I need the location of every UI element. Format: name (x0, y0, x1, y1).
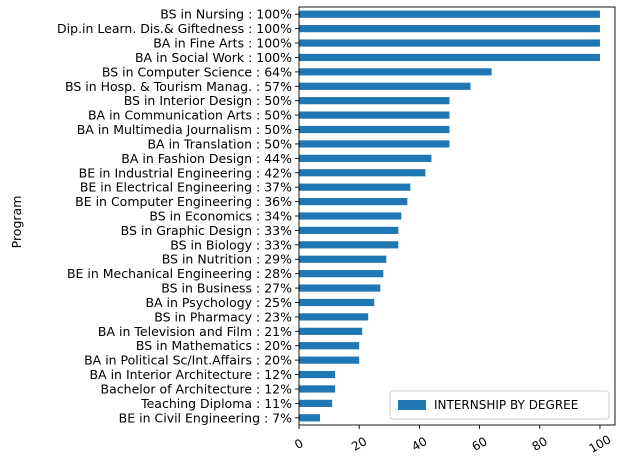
x-axis: 0 20 40 60 80 100 (292, 425, 613, 456)
bar (299, 342, 360, 350)
y-tick-label: BS in Computer Science : 64% (102, 64, 292, 79)
bar (299, 154, 432, 162)
bar (299, 97, 450, 105)
y-tick-label: BA in Political Sc/Int.Affairs : 20% (84, 353, 292, 368)
y-tick-label: BE in Civil Engineering : 7% (119, 410, 292, 425)
x-tick-label: 0 (292, 436, 306, 452)
bar (299, 226, 399, 235)
legend-box (389, 390, 610, 420)
y-tick-label: BA in Translation : 50% (147, 136, 292, 151)
y-tick-label: BA in Interior Architecture : 12% (89, 367, 292, 382)
y-tick-label: BS in Graphic Design : 33% (121, 223, 293, 238)
bar (299, 111, 450, 119)
bar (299, 270, 384, 278)
legend-swatch (398, 400, 426, 410)
bar (299, 25, 600, 33)
bar (299, 140, 450, 148)
bar (299, 385, 336, 393)
bar (299, 241, 399, 249)
y-tick-label: Dip.in Learn. Dis.& Giftedness : 100% (57, 21, 292, 36)
y-tick-label: BA in Social Work : 100% (135, 50, 292, 65)
x-tick-label: 100 (587, 432, 614, 456)
y-tick-label: BS in Hosp. & Tourism Manag. : 57% (65, 79, 292, 94)
y-tick-label: BS in Nutrition : 29% (162, 252, 292, 267)
legend: INTERNSHIP BY DEGREE (389, 390, 610, 420)
bar (299, 414, 321, 422)
bar (299, 255, 387, 263)
y-tick-label: BS in Pharmacy : 23% (154, 309, 292, 324)
bar (299, 399, 333, 407)
bar (299, 356, 360, 364)
bar (299, 370, 336, 379)
bar (299, 53, 600, 62)
bar (299, 298, 375, 307)
x-tick-label: 60 (469, 434, 489, 454)
bar (299, 313, 369, 321)
y-tick-label: BE in Electrical Engineering : 37% (80, 180, 292, 195)
bar (299, 197, 408, 206)
bar (299, 10, 600, 18)
y-tick-label: BS in Nursing : 100% (160, 7, 292, 22)
y-tick-label: BA in Fashion Design : 44% (121, 151, 292, 166)
y-tick-label: BE in Computer Engineering : 36% (75, 194, 292, 209)
y-tick-label: Bachelor of Architecture : 12% (101, 381, 293, 396)
bar (299, 82, 471, 90)
x-tick-label: 80 (530, 434, 550, 454)
y-tick-label: BS in Biology : 33% (170, 237, 292, 252)
bar (299, 183, 411, 191)
y-tick-label: BS in Business : 27% (161, 281, 292, 296)
legend-label: INTERNSHIP BY DEGREE (434, 398, 578, 412)
y-tick-label: BA in Fine Arts : 100% (153, 36, 292, 51)
y-tick-label: Teaching Diploma : 11% (140, 396, 292, 411)
bar (299, 212, 402, 220)
y-tick-label: BA in Television and Film : 21% (98, 324, 292, 339)
y-tick-label: BS in Interior Design : 50% (124, 93, 292, 108)
x-tick-label: 20 (349, 434, 369, 454)
bar (299, 169, 426, 177)
y-tick-label: BA in Communication Arts : 50% (88, 108, 292, 123)
bar (299, 39, 600, 47)
bars-layer (299, 10, 600, 422)
y-axis: BS in Nursing : 100%Dip.in Learn. Dis.& … (57, 7, 299, 425)
bar (299, 284, 381, 292)
y-tick-label: BA in Psychology : 25% (145, 295, 292, 310)
y-tick-label: BS in Economics : 34% (149, 209, 292, 224)
y-axis-label: Program (9, 196, 24, 249)
bar (299, 327, 363, 335)
y-tick-label: BA in Multimedia Journalism : 50% (77, 122, 292, 137)
bar (299, 68, 492, 76)
bar (299, 125, 450, 134)
y-tick-label: BS in Mathematics : 20% (136, 338, 292, 353)
y-tick-label: BE in Mechanical Engineering : 28% (67, 266, 292, 281)
y-tick-label: BE in Industrial Engineering : 42% (79, 165, 292, 180)
x-tick-label: 40 (409, 434, 429, 454)
